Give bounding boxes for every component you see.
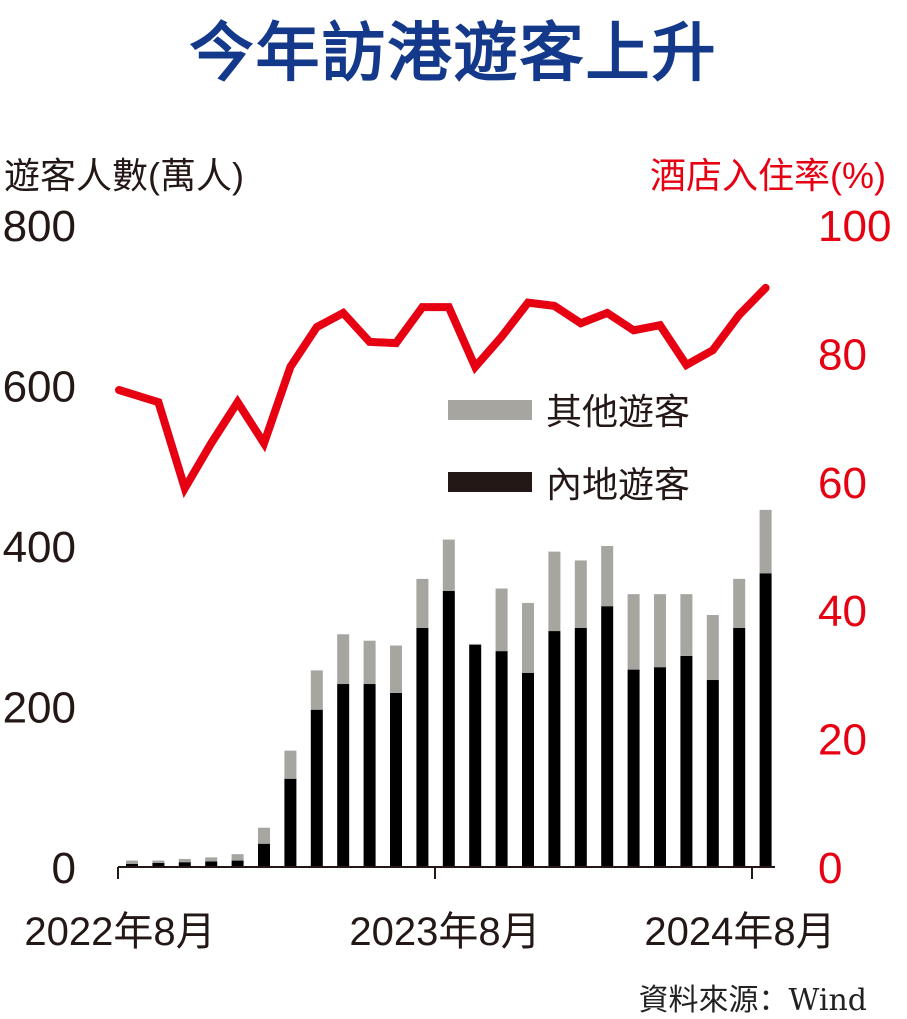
bar-others [680, 594, 693, 656]
bar-mainland [495, 651, 508, 867]
bar-mainland [231, 860, 244, 867]
bar-others [205, 857, 218, 862]
bar-mainland [363, 684, 376, 867]
bar-others [390, 645, 402, 693]
bar-others [574, 560, 587, 628]
bar-mainland [548, 631, 561, 867]
y2-axis-title: 酒店入住率(%) [650, 155, 886, 196]
bar-mainland [706, 680, 719, 867]
bar-mainland [126, 863, 138, 867]
bar-mainland [601, 606, 614, 867]
bar-mainland [337, 684, 350, 867]
bar-others [601, 546, 614, 607]
chart-title: 今年訪港遊客上升 [189, 17, 718, 91]
y-tick-label: 400 [3, 523, 76, 572]
bar-mainland [152, 862, 165, 867]
legend-swatch-others [448, 400, 532, 420]
bar-mainland [680, 655, 693, 867]
y2-tick-label: 40 [818, 587, 867, 636]
bar-others [548, 551, 561, 632]
legend-swatch-mainland [448, 472, 532, 492]
legend-label-others: 其他遊客 [546, 391, 690, 432]
bar-others [337, 634, 350, 685]
bar-others [231, 854, 244, 861]
bar-mainland [258, 843, 270, 867]
y-tick-label: 0 [52, 844, 76, 893]
y2-tick-label: 0 [818, 844, 842, 893]
bar-mainland [442, 590, 455, 867]
bar-mainland [759, 573, 772, 867]
bar-others [363, 640, 376, 685]
x-tick-label: 2023年8月 [349, 910, 540, 954]
bar-others [258, 827, 270, 844]
bar-others [126, 860, 138, 864]
bar-others [522, 602, 534, 673]
bar-mainland [205, 861, 218, 867]
bar-others [627, 594, 640, 670]
bar-others [495, 588, 508, 652]
x-tick-label: 2024年8月 [644, 910, 835, 954]
bar-others [654, 594, 666, 668]
bar-mainland [284, 778, 297, 867]
bar-others [469, 643, 482, 645]
y2-tick-label: 80 [818, 330, 867, 379]
bar-mainland [627, 669, 640, 867]
bar-others [284, 750, 297, 779]
x-tick-label: 2022年8月 [24, 910, 215, 954]
y2-tick-label: 60 [818, 459, 867, 508]
bar-mainland [733, 627, 746, 867]
bar-others [178, 858, 191, 863]
bar-mainland [522, 672, 534, 867]
bar-mainland [574, 627, 587, 867]
y-tick-label: 200 [3, 684, 76, 733]
bar-mainland [469, 644, 482, 867]
legend-label-mainland: 內地遊客 [546, 464, 690, 505]
bar-mainland [654, 667, 666, 867]
y-tick-label: 600 [3, 363, 76, 412]
bar-others [442, 539, 455, 591]
y-tick-label: 800 [3, 202, 76, 251]
hotel-occupancy-line [115, 283, 770, 499]
y-axis-title: 遊客人數(萬人) [4, 155, 244, 196]
bar-others [759, 509, 772, 574]
bar-others [706, 615, 719, 681]
source-note: 資料來源：Wind [638, 983, 867, 1018]
bar-others [733, 578, 746, 628]
bar-mainland [390, 692, 402, 867]
y2-tick-label: 100 [818, 202, 891, 251]
bar-mainland [178, 862, 191, 867]
bar-others [416, 578, 429, 628]
bar-mainland [416, 627, 429, 867]
bar-others [152, 860, 165, 863]
bar-mainland [310, 709, 323, 867]
y2-tick-label: 20 [818, 716, 867, 765]
bar-others [310, 670, 323, 710]
